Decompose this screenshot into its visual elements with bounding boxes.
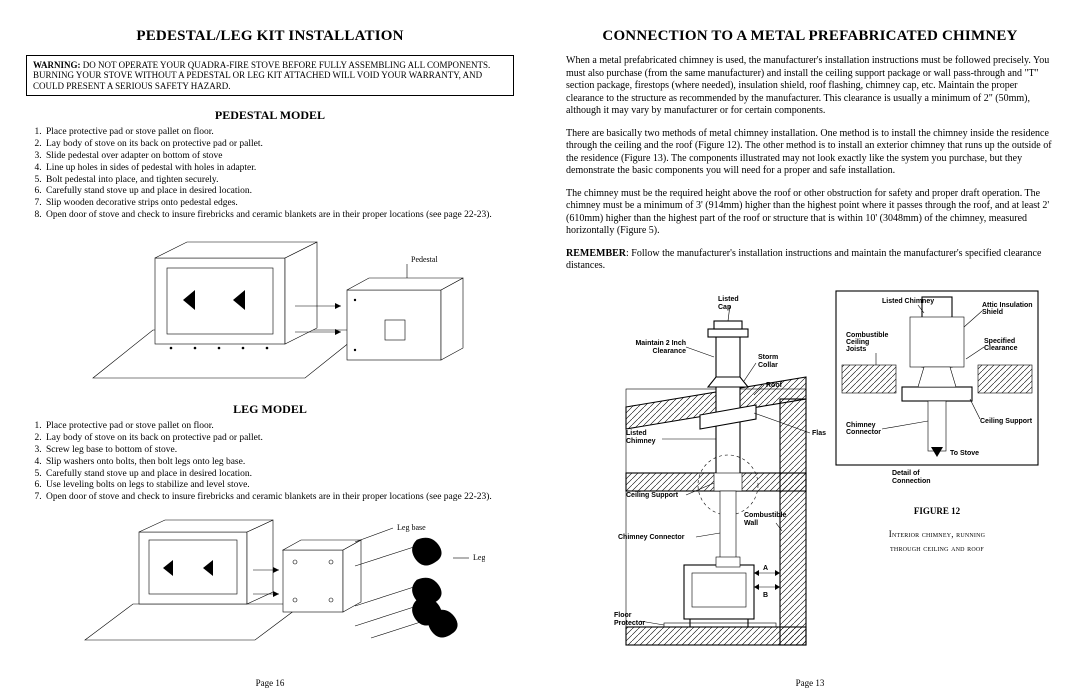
leg-callout: Leg bbox=[473, 553, 485, 562]
figure-12: A B ListedCap Maintain 2 InchClearance S… bbox=[566, 287, 826, 647]
svg-text:CombustibleCeilingJoists: CombustibleCeilingJoists bbox=[846, 332, 888, 353]
svg-text:Detail ofConnection: Detail ofConnection bbox=[892, 470, 931, 485]
pedestal-callout: Pedestal bbox=[411, 255, 438, 264]
svg-text:ChimneyConnector: ChimneyConnector bbox=[846, 422, 881, 436]
list-item: Place protective pad or stove pallet on … bbox=[44, 421, 514, 433]
svg-text:B: B bbox=[763, 592, 768, 599]
page-number-right: Page 13 bbox=[566, 674, 1054, 688]
pedestal-steps: Place protective pad or stove pallet on … bbox=[26, 127, 514, 222]
para-1: When a metal prefabricated chimney is us… bbox=[566, 55, 1054, 118]
svg-text:ListedCap: ListedCap bbox=[718, 296, 739, 311]
left-title: PEDESTAL/LEG KIT INSTALLATION bbox=[26, 28, 514, 45]
left-column: PEDESTAL/LEG KIT INSTALLATION WARNING: D… bbox=[0, 0, 540, 698]
svg-text:StormCollar: StormCollar bbox=[758, 354, 778, 369]
svg-text:Ceiling Support: Ceiling Support bbox=[980, 418, 1033, 425]
svg-text:Maintain 2 InchClearance: Maintain 2 InchClearance bbox=[635, 340, 686, 355]
svg-text:A: A bbox=[763, 565, 768, 572]
svg-text:Chimney Connector: Chimney Connector bbox=[618, 534, 685, 541]
list-item: Slip washers onto bolts, then bolt legs … bbox=[44, 457, 514, 469]
list-item: Carefully stand stove up and place in de… bbox=[44, 469, 514, 481]
right-figures: A B ListedCap Maintain 2 InchClearance S… bbox=[566, 287, 1054, 647]
svg-text:Listed Chimney: Listed Chimney bbox=[882, 298, 934, 305]
remember-text: : Follow the manufacturer's installation… bbox=[566, 248, 1041, 272]
leg-figure: Leg base Leg bbox=[26, 510, 514, 660]
figure-label: FIGURE 12 bbox=[889, 505, 985, 519]
svg-text:SpecifiedClearance: SpecifiedClearance bbox=[984, 338, 1018, 352]
remember-label: REMEMBER bbox=[566, 248, 626, 259]
figure-caption-line1: Interior chimney, running bbox=[889, 528, 985, 542]
para-4: REMEMBER: Follow the manufacturer's inst… bbox=[566, 248, 1054, 273]
right-title: CONNECTION TO A METAL PREFABRICATED CHIM… bbox=[566, 28, 1054, 45]
svg-text:Flashing: Flashing bbox=[812, 430, 826, 437]
list-item: Screw leg base to bottom of stove. bbox=[44, 445, 514, 457]
leg-heading: LEG MODEL bbox=[26, 402, 514, 417]
figure-12-detail: Listed Chimney Attic InsulationShield Co… bbox=[832, 287, 1042, 487]
warning-text: DO NOT OPERATE YOUR QUADRA-FIRE STOVE BE… bbox=[33, 60, 490, 91]
list-item: Carefully stand stove up and place in de… bbox=[44, 186, 514, 198]
list-item: Slip wooden decorative strips onto pedes… bbox=[44, 198, 514, 210]
list-item: Open door of stove and check to insure f… bbox=[44, 492, 514, 504]
pedestal-heading: PEDESTAL MODEL bbox=[26, 108, 514, 123]
svg-text:ListedChimney: ListedChimney bbox=[626, 430, 656, 445]
svg-text:To Stove: To Stove bbox=[950, 450, 979, 457]
warning-label: WARNING: bbox=[33, 60, 81, 70]
svg-text:Ceiling Support: Ceiling Support bbox=[626, 492, 679, 499]
svg-text:Attic InsulationShield: Attic InsulationShield bbox=[982, 302, 1033, 316]
page-number-left: Page 16 bbox=[26, 674, 514, 688]
para-3: The chimney must be the required height … bbox=[566, 188, 1054, 238]
list-item: Slide pedestal over adapter on bottom of… bbox=[44, 151, 514, 163]
legbase-callout: Leg base bbox=[397, 523, 426, 532]
list-item: Bolt pedestal into place, and tighten se… bbox=[44, 175, 514, 187]
right-column: CONNECTION TO A METAL PREFABRICATED CHIM… bbox=[540, 0, 1080, 698]
list-item: Use leveling bolts on legs to stabilize … bbox=[44, 480, 514, 492]
figure-caption-line2: through ceiling and roof bbox=[889, 542, 985, 556]
pedestal-figure: Pedestal bbox=[26, 228, 514, 398]
svg-text:Roof: Roof bbox=[766, 382, 783, 389]
list-item: Open door of stove and check to insure f… bbox=[44, 210, 514, 222]
list-item: Lay body of stove on its back on protect… bbox=[44, 433, 514, 445]
leg-steps: Place protective pad or stove pallet on … bbox=[26, 421, 514, 504]
list-item: Line up holes in sides of pedestal with … bbox=[44, 163, 514, 175]
warning-box: WARNING: DO NOT OPERATE YOUR QUADRA-FIRE… bbox=[26, 55, 514, 96]
list-item: Place protective pad or stove pallet on … bbox=[44, 127, 514, 139]
para-2: There are basically two methods of metal… bbox=[566, 128, 1054, 178]
svg-text:FloorProtector: FloorProtector bbox=[614, 612, 645, 627]
list-item: Lay body of stove on its back on protect… bbox=[44, 139, 514, 151]
figure-12-caption: FIGURE 12 Interior chimney, running thro… bbox=[889, 505, 985, 556]
